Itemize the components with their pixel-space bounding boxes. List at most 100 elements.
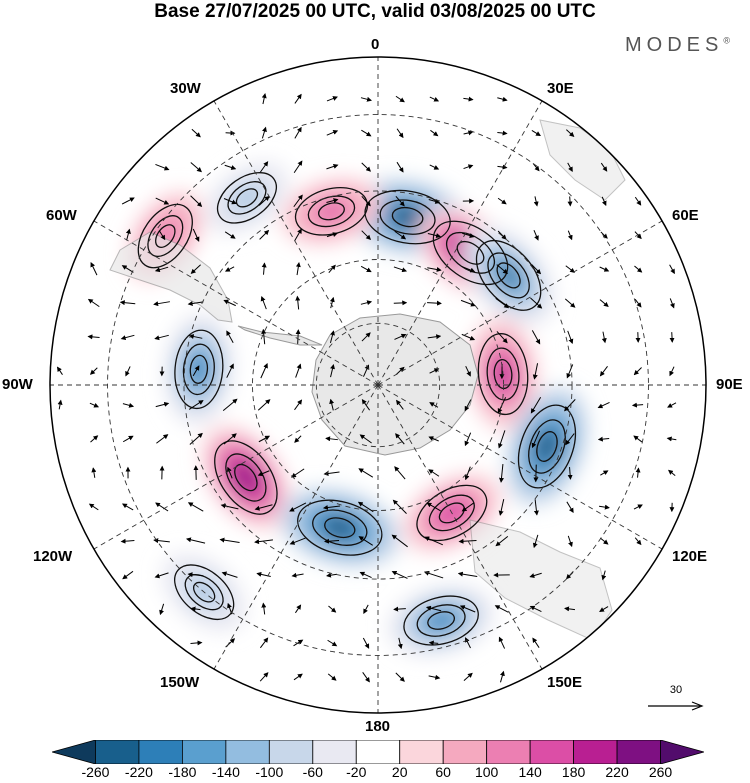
wind-vector [669,366,675,377]
wind-vector [500,670,505,683]
wind-vector [391,534,408,548]
wind-vector [326,198,339,203]
wind-vector [260,362,268,379]
wind-vector [497,130,508,136]
lon-label-0: 0 [371,36,380,53]
wind-vector [567,535,573,548]
wind-vector [156,434,169,444]
lon-label-90w: 90W [2,376,33,393]
wind-vector [429,368,440,374]
wind-vector [190,264,201,274]
cyclone-new-zealand-contour [403,595,479,646]
wind-vector [394,230,407,240]
wind-vector [424,536,444,546]
wind-vector [358,536,373,546]
cyclone-south-atlantic-contour [364,189,451,245]
wind-vector [600,162,608,172]
wind-vector [322,505,341,510]
wind-vector [395,196,405,207]
wind-vector [120,334,135,341]
wind-vector [601,196,607,207]
wind-vector [564,606,576,612]
wind-vector [669,264,675,275]
colorbar-swatch [52,740,96,764]
wind-vector [190,162,202,173]
cyclone-ross-sea-contour [297,499,383,556]
wind-vector [633,504,643,510]
cyclone-south-indian-shade [538,433,556,460]
anticyclone-south-atlantic-contour [446,231,496,274]
wind-vector [430,129,439,137]
wind-vector [498,636,506,649]
antarctica-landmass [311,313,479,456]
wind-vector [669,332,675,343]
wind-vector [634,196,642,206]
wind-vector [532,363,539,380]
wind-vector [192,365,200,377]
wind-vector [261,328,267,345]
wind-vector [91,467,97,478]
cyclone-southeast-pacific-contour [182,343,215,396]
wind-vector [360,265,372,273]
wind-vector [189,432,203,445]
wind-vector [294,126,302,139]
wind-vector [497,197,507,205]
wind-vector [393,266,408,273]
wind-vector [461,265,476,273]
wind-vector [122,402,135,408]
wind-vector [227,466,233,479]
anticyclone-south-america-contour [147,215,184,258]
colorbar-ticks: -260 -220 -180 -140 -100 -60 -20 20 60 100 140 180 2… [0,764,750,782]
colorbar-swatch [95,740,140,764]
south-america-outline [109,231,233,323]
map-title: Base 27/07/2025 00 UTC, valid 03/08/2025… [154,1,596,22]
colorbar-tick-label: 220 [605,764,629,780]
wind-vector [635,467,641,478]
wind-vector [223,433,237,445]
wind-vector [565,433,575,446]
wind-vector [120,538,135,544]
wind-vector [293,194,303,208]
wind-vector [395,433,405,445]
wind-vector [566,129,575,138]
wind-vector [220,503,239,510]
cyclone-south-indian-contour [517,404,577,489]
wind-vector [361,129,372,137]
wind-vector [258,195,270,206]
cyclone-south-atlantic-contour [391,206,424,228]
wind-vector [261,262,267,275]
cyclone-new-zealand-shade [429,612,453,629]
wind-vector [426,502,441,512]
cyclone-south-africa-contour [496,262,521,289]
wind-vector [357,501,374,513]
colorbar-swatch [442,740,488,764]
latitude-circle [183,190,573,580]
wind-vector [495,535,509,547]
wind-vector [188,400,204,410]
wind-vector [599,504,610,510]
wind-vector [530,297,543,309]
wind-vector [295,295,301,310]
wind-vector [464,432,472,447]
colorbar-swatch [138,740,183,764]
wind-vector [328,605,337,613]
wind-vector [463,130,474,136]
wind-vector [327,639,338,647]
wind-vector [362,637,370,649]
cyclone-new-zealand-contour [416,604,466,637]
colorbar-tick-label: 60 [435,764,451,780]
colorbar-tick-label: -60 [302,764,323,780]
wind-vector [295,261,301,276]
wind-vector [496,264,509,275]
cyclone-southeast-pacific-contour [189,354,209,384]
colorbar-swatch [181,740,227,764]
map-border [49,56,707,714]
cyclone-falklands-contour [216,172,277,224]
colorbar-swatch [225,740,270,764]
wind-vector [224,266,235,272]
colorbar [52,740,704,764]
wind-vector [531,330,541,345]
wind-vector [325,436,338,442]
wind-vector [289,502,307,512]
wind-vector [359,434,372,444]
